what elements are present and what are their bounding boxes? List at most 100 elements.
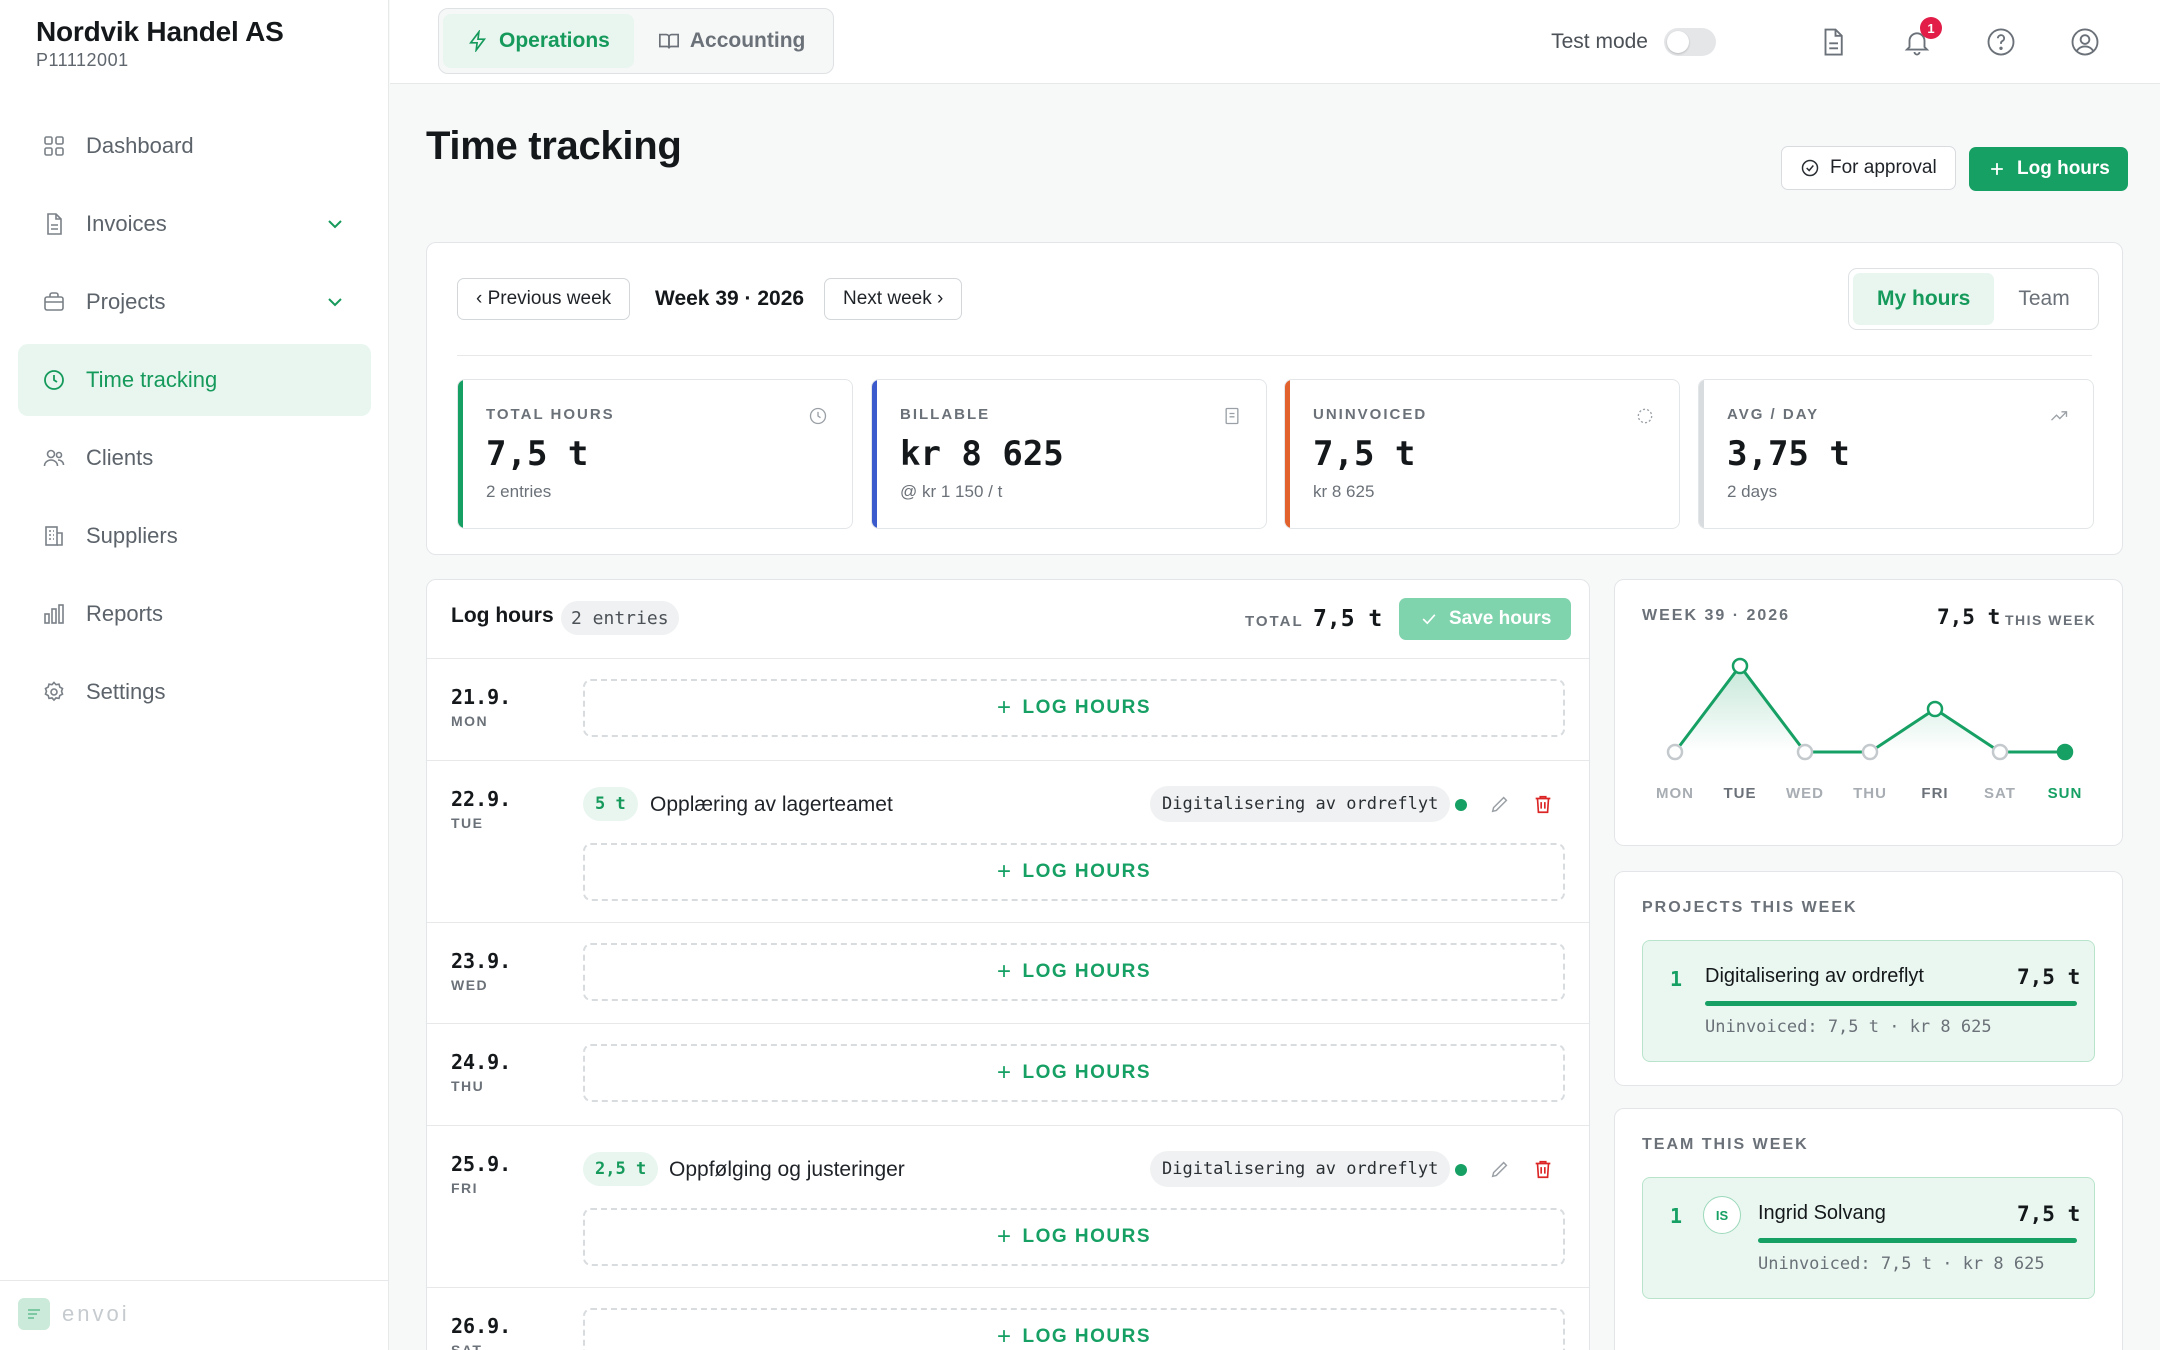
entry-hours: 5 t xyxy=(583,787,638,821)
add-hours-button[interactable]: + LOG HOURS xyxy=(583,1308,1565,1350)
sidebar-item-clients[interactable]: Clients xyxy=(18,422,371,494)
add-hours-label: LOG HOURS xyxy=(1022,697,1152,718)
check-icon xyxy=(1422,614,1436,625)
plus-icon: + xyxy=(996,1223,1013,1250)
day-row-fri: 25.9. FRI 2,5 t Oppfølging og justeringe… xyxy=(427,1125,1589,1287)
tab-team[interactable]: Team xyxy=(2018,287,2070,310)
project-share-bar xyxy=(1705,1001,2077,1006)
add-hours-button[interactable]: + LOG HOURS xyxy=(583,1208,1565,1266)
add-hours-button[interactable]: + LOG HOURS xyxy=(583,1044,1565,1102)
billable-status-dot xyxy=(1455,799,1467,811)
avatar: IS xyxy=(1703,1196,1741,1234)
module-switcher: Operations Accounting xyxy=(438,8,835,74)
projects-week-card: PROJECTS THIS WEEK 1 Digitalisering av o… xyxy=(1614,871,2123,1086)
next-week-button[interactable]: Next week › xyxy=(824,278,963,320)
stat-accent-bar xyxy=(1699,380,1704,528)
sidebar-item-dashboard[interactable]: Dashboard xyxy=(18,110,371,182)
tab-accounting[interactable]: Accounting xyxy=(634,14,830,68)
team-week-card: TEAM THIS WEEK 1 IS Ingrid Solvang 7,5 t… xyxy=(1614,1108,2123,1350)
stat-sub: kr 8 625 xyxy=(1313,482,1375,501)
team-rank-item[interactable]: 1 IS Ingrid Solvang 7,5 t Uninvoiced: 7,… xyxy=(1642,1177,2095,1299)
chart-point-wed[interactable] xyxy=(1796,743,1814,761)
divider xyxy=(457,355,2092,356)
edit-icon[interactable] xyxy=(1489,793,1511,815)
chart-point-sun[interactable] xyxy=(2056,743,2074,761)
clock-icon xyxy=(42,368,66,392)
day-name: FRI xyxy=(451,1180,479,1196)
sidebar-item-suppliers[interactable]: Suppliers xyxy=(18,500,371,572)
entries-count-pill: 2 entries xyxy=(561,601,679,635)
tab-operations[interactable]: Operations xyxy=(443,14,634,68)
previous-week-button[interactable]: ‹ Previous week xyxy=(457,278,631,320)
company-id: P11112001 xyxy=(36,50,129,70)
bell-icon[interactable]: 1 xyxy=(1900,17,1942,59)
document-icon xyxy=(42,212,66,236)
project-hours: 7,5 t xyxy=(2017,965,2081,989)
day-date: 24.9. xyxy=(451,1050,512,1074)
edit-icon[interactable] xyxy=(1489,1158,1511,1180)
stat-value: 7,5 t xyxy=(486,434,589,474)
rank-number: 1 xyxy=(1670,1204,1683,1228)
sidebar-item-reports[interactable]: Reports xyxy=(18,578,371,650)
sidebar-item-settings[interactable]: Settings xyxy=(18,656,371,728)
add-hours-label: LOG HOURS xyxy=(1022,1326,1152,1347)
day-row-sat: 26.9. SAT + LOG HOURS xyxy=(427,1287,1589,1350)
user-avatar-icon[interactable] xyxy=(2068,25,2102,59)
stat-billable: BILLABLE kr 8 625 @ kr 1 150 / t xyxy=(871,379,1267,529)
project-sub: Uninvoiced: 7,5 t · kr 8 625 xyxy=(1705,1017,1992,1037)
stat-uninvoiced: UNINVOICED 7,5 t kr 8 625 xyxy=(1284,379,1680,529)
entry-hours: 2,5 t xyxy=(583,1152,659,1186)
chart-point-sat[interactable] xyxy=(1991,743,2009,761)
view-switcher: My hours Team xyxy=(1848,268,2099,330)
chevron-down-icon[interactable] xyxy=(323,212,347,236)
check-circle-icon xyxy=(1801,159,1819,177)
building-icon xyxy=(42,524,66,548)
sidebar-item-label: Dashboard xyxy=(86,133,194,158)
log-hours-button[interactable]: Log hours xyxy=(1969,147,2128,191)
trash-icon[interactable] xyxy=(1532,793,1554,815)
sidebar-item-time-tracking[interactable]: Time tracking xyxy=(18,344,371,416)
save-hours-label: Save hours xyxy=(1449,608,1552,629)
chart-point-thu[interactable] xyxy=(1861,743,1879,761)
for-approval-button[interactable]: For approval xyxy=(1781,146,1956,190)
topbar: Operations Accounting Test mode 1 xyxy=(390,0,2160,84)
test-mode-toggle[interactable] xyxy=(1664,28,1716,56)
document-icon[interactable] xyxy=(1816,25,1850,59)
week-label: Week 39 · 2026 xyxy=(655,287,805,310)
chart-tick-label: THU xyxy=(1853,785,1887,802)
chart-point-fri[interactable] xyxy=(1926,700,1944,718)
entry-project-tag: Digitalisering av ordreflyt xyxy=(1150,786,1451,822)
day-date: 22.9. xyxy=(451,787,512,811)
users-icon xyxy=(42,446,66,470)
trash-icon[interactable] xyxy=(1532,1158,1554,1180)
company-name: Nordvik Handel AS xyxy=(36,16,284,47)
day-name: SAT xyxy=(451,1342,483,1350)
sidebar: Nordvik Handel AS P11112001 Dashboard In… xyxy=(0,0,389,1350)
project-rank-item[interactable]: 1 Digitalisering av ordreflyt 7,5 t Unin… xyxy=(1642,940,2095,1062)
chart-point-mon[interactable] xyxy=(1666,743,1684,761)
stat-value: 3,75 t xyxy=(1727,434,1850,474)
plus-icon: + xyxy=(996,694,1013,721)
chart-tick-label: SAT xyxy=(1984,785,2016,802)
save-hours-button[interactable]: Save hours xyxy=(1399,598,1572,640)
chevron-down-icon[interactable] xyxy=(323,290,347,314)
tab-my-hours[interactable]: My hours xyxy=(1853,273,1995,325)
chart-tick-label: WED xyxy=(1786,785,1824,802)
sidebar-item-invoices[interactable]: Invoices xyxy=(18,188,371,260)
sidebar-item-projects[interactable]: Projects xyxy=(18,266,371,338)
topbar-actions: Test mode 1 xyxy=(1551,17,2102,66)
week-chart-card: WEEK 39 · 2026 7,5 t THIS WEEK MON TUE WED… xyxy=(1614,579,2123,846)
tab-label: Operations xyxy=(499,29,610,52)
clock-icon xyxy=(809,407,827,425)
week-line-chart: MON TUE WED THU FRI SAT SUN xyxy=(1656,657,2081,802)
chart-total: 7,5 t xyxy=(1937,605,2001,629)
chart-point-tue[interactable] xyxy=(1731,657,1749,675)
add-hours-button[interactable]: + LOG HOURS xyxy=(583,679,1565,737)
plus-icon xyxy=(1991,163,2003,175)
chart-total-sub: THIS WEEK xyxy=(2005,612,2097,628)
day-date: 25.9. xyxy=(451,1152,512,1176)
team-week-title: TEAM THIS WEEK xyxy=(1642,1136,1809,1153)
help-icon[interactable] xyxy=(1984,25,2018,59)
add-hours-button[interactable]: + LOG HOURS xyxy=(583,843,1565,901)
add-hours-button[interactable]: + LOG HOURS xyxy=(583,943,1565,1001)
